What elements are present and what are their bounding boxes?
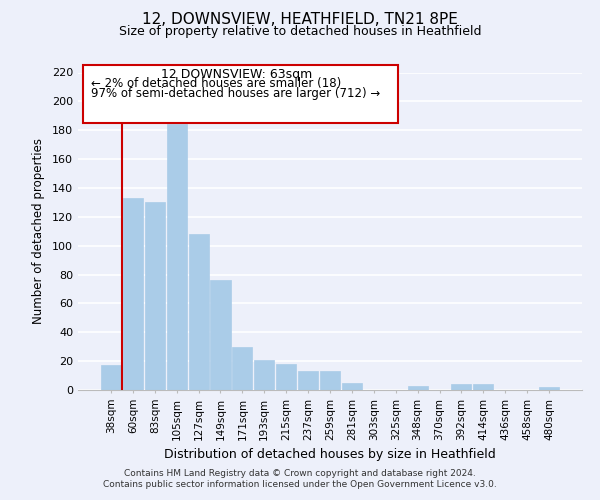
Bar <box>211 280 230 390</box>
Bar <box>473 384 493 390</box>
Bar <box>298 371 318 390</box>
Bar <box>254 360 274 390</box>
Bar <box>407 386 428 390</box>
FancyBboxPatch shape <box>83 64 398 124</box>
Text: Size of property relative to detached houses in Heathfield: Size of property relative to detached ho… <box>119 25 481 38</box>
Bar <box>101 366 121 390</box>
Text: ← 2% of detached houses are smaller (18): ← 2% of detached houses are smaller (18) <box>91 78 341 90</box>
Text: Contains public sector information licensed under the Open Government Licence v3: Contains public sector information licen… <box>103 480 497 489</box>
Bar <box>320 371 340 390</box>
Y-axis label: Number of detached properties: Number of detached properties <box>32 138 45 324</box>
Text: Contains HM Land Registry data © Crown copyright and database right 2024.: Contains HM Land Registry data © Crown c… <box>124 468 476 477</box>
Bar <box>451 384 472 390</box>
Bar <box>167 124 187 390</box>
Text: 12, DOWNSVIEW, HEATHFIELD, TN21 8PE: 12, DOWNSVIEW, HEATHFIELD, TN21 8PE <box>142 12 458 28</box>
Bar <box>342 383 362 390</box>
Bar <box>188 234 209 390</box>
Text: 97% of semi-detached houses are larger (712) →: 97% of semi-detached houses are larger (… <box>91 87 380 100</box>
Text: 12 DOWNSVIEW: 63sqm: 12 DOWNSVIEW: 63sqm <box>161 68 313 80</box>
Bar <box>276 364 296 390</box>
Bar <box>232 346 253 390</box>
X-axis label: Distribution of detached houses by size in Heathfield: Distribution of detached houses by size … <box>164 448 496 461</box>
Bar <box>123 198 143 390</box>
Bar <box>145 202 165 390</box>
Bar <box>539 387 559 390</box>
